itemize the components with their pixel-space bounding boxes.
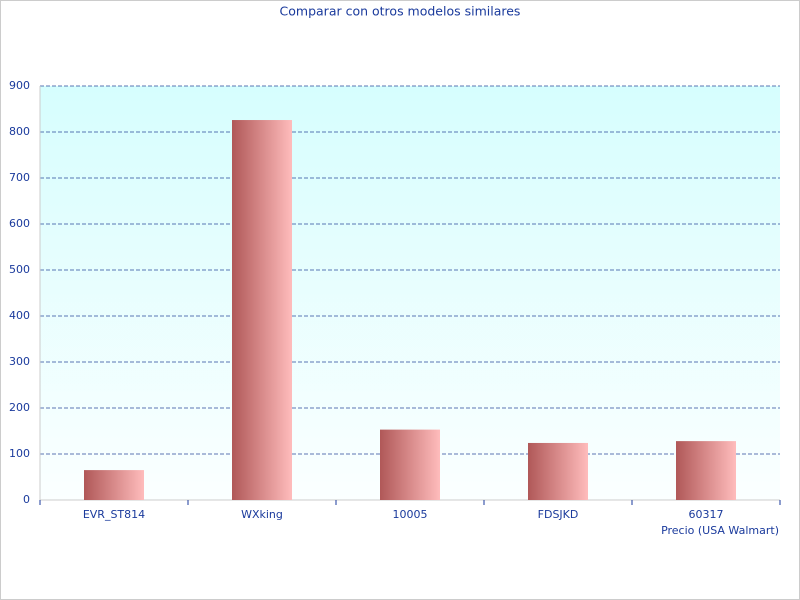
- y-tick-label: 200: [9, 401, 30, 414]
- x-tick-label: 60317: [689, 508, 724, 521]
- y-tick-label: 100: [9, 447, 30, 460]
- y-tick-label: 800: [9, 125, 30, 138]
- bar: [676, 441, 736, 500]
- y-tick-label: 700: [9, 171, 30, 184]
- bar: [528, 442, 588, 500]
- y-tick-label: 300: [9, 355, 30, 368]
- chart-title: Comparar con otros modelos similares: [280, 4, 521, 19]
- y-tick-label: 500: [9, 263, 30, 276]
- y-tick-label: 900: [9, 79, 30, 92]
- x-tick-label: 10005: [393, 508, 428, 521]
- y-tick-label: 400: [9, 309, 30, 322]
- bar: [380, 429, 440, 500]
- bar: [232, 120, 292, 500]
- y-tick-label: 600: [9, 217, 30, 230]
- y-tick-label: 0: [23, 493, 30, 506]
- x-axis-label: Precio (USA Walmart): [661, 524, 779, 537]
- bar: [84, 470, 144, 500]
- x-tick-label: FDSJKD: [538, 508, 579, 521]
- x-tick-label: EVR_ST814: [83, 508, 145, 521]
- x-tick-label: WXking: [241, 508, 283, 521]
